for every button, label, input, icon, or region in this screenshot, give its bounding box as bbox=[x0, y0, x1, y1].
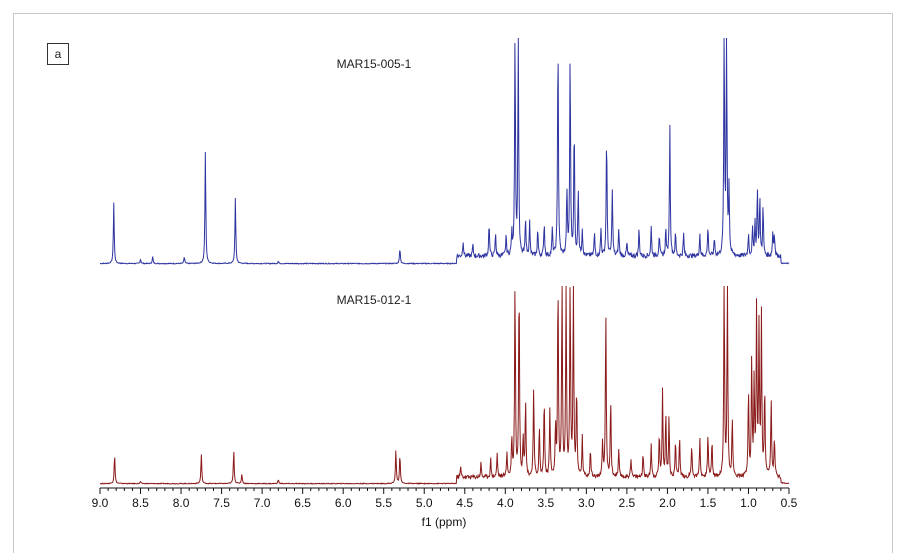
x-tick-label: 8.0 bbox=[173, 496, 190, 510]
spectra-group bbox=[99, 37, 790, 485]
spectrum-line-bottom bbox=[99, 285, 790, 485]
x-tick-label: 0.5 bbox=[781, 496, 798, 510]
x-tick-label: 9.0 bbox=[92, 496, 109, 510]
series-label-bottom: MAR15-012-1 bbox=[337, 293, 412, 307]
x-tick-label: 3.0 bbox=[578, 496, 595, 510]
figure-frame bbox=[13, 13, 893, 553]
x-axis-ticks: 9.0 8.5 8.0 7.5 7.0 6.5 6.0 5.5 5.0 4.5 4.0 3.5 3.0 2… bbox=[92, 488, 798, 510]
x-tick-label: 7.5 bbox=[213, 496, 230, 510]
x-tick-label: 1.5 bbox=[700, 496, 717, 510]
x-tick-label: 7.0 bbox=[254, 496, 271, 510]
panel-label: a bbox=[47, 43, 69, 65]
x-tick-label: 3.5 bbox=[537, 496, 554, 510]
x-tick-label: 6.5 bbox=[294, 496, 311, 510]
nmr-spectra-chart: MAR15-005-1 MAR15-012-1 9.0 8.5 8.0 7.5 7.0 6… bbox=[92, 37, 798, 529]
x-tick-label: 5.0 bbox=[416, 496, 433, 510]
series-label-top: MAR15-005-1 bbox=[337, 57, 412, 71]
x-tick-label: 1.0 bbox=[740, 496, 757, 510]
x-tick-label: 8.5 bbox=[132, 496, 149, 510]
x-tick-label: 4.5 bbox=[456, 496, 473, 510]
x-axis-title: f1 (ppm) bbox=[422, 515, 467, 529]
x-tick-label: 5.5 bbox=[375, 496, 392, 510]
x-tick-label: 2.0 bbox=[659, 496, 676, 510]
x-tick-label: 6.0 bbox=[335, 496, 352, 510]
spectrum-line-top bbox=[99, 37, 790, 265]
x-tick-label: 4.0 bbox=[497, 496, 514, 510]
x-tick-label: 2.5 bbox=[619, 496, 636, 510]
